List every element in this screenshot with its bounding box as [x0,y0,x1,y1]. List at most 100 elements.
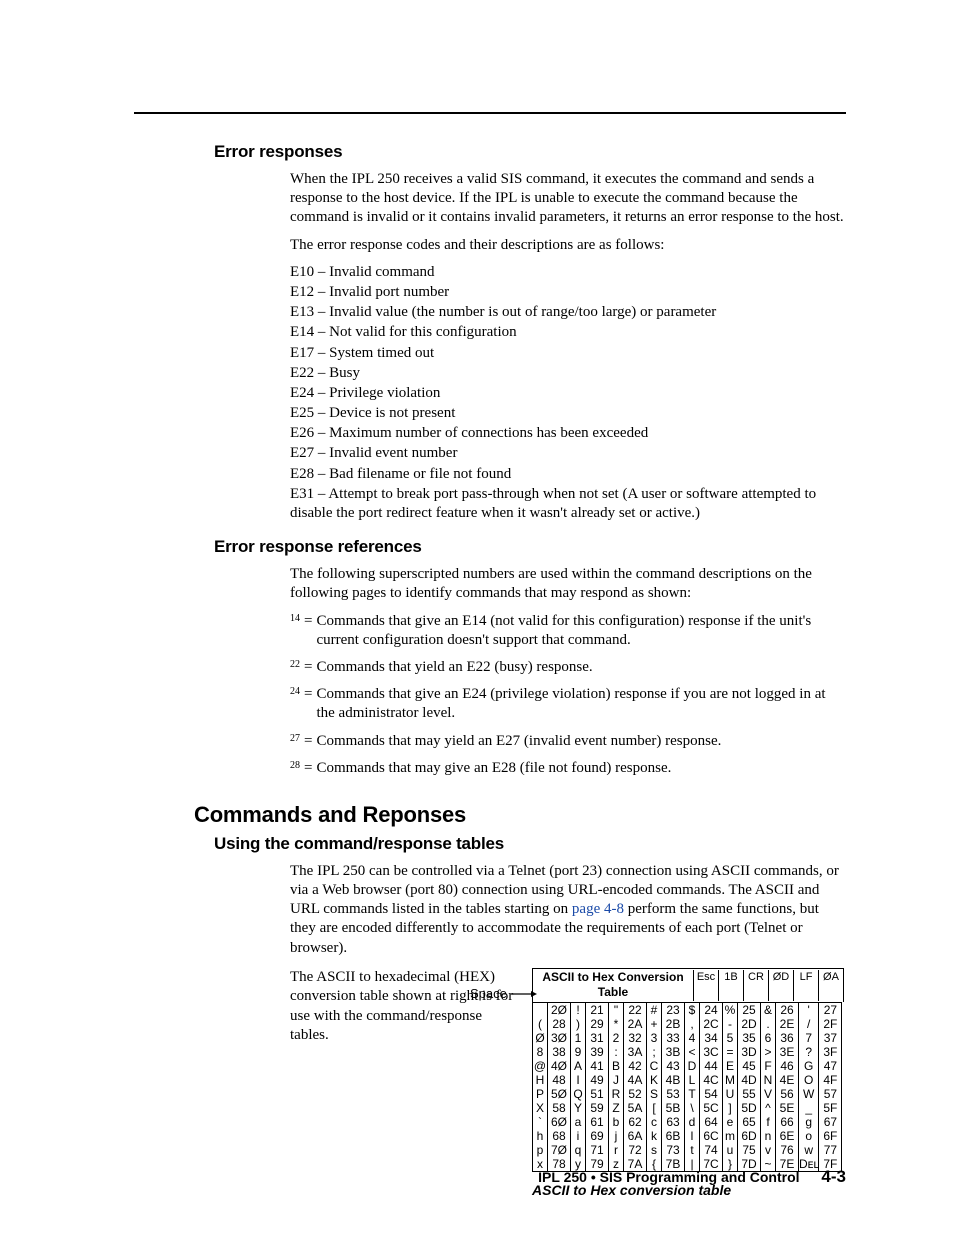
error-code-item: E10 – Invalid command [290,263,846,282]
hex-row: P5ØQ51R52S53T54U55V56W57 [533,1087,842,1101]
hex-cell-hx: 2D [738,1017,761,1031]
hex-cell-ch: d [685,1115,700,1129]
hex-cell-hx: 54 [700,1087,723,1101]
hex-cell-hx: 44 [700,1059,723,1073]
hex-cell-hx: 5B [662,1101,685,1115]
hex-cell-hx: 35 [738,1031,761,1045]
hex-cell-ch: > [761,1045,776,1059]
hex-cell-hx: 2B [662,1017,685,1031]
hex-cell-ch: \ [685,1101,700,1115]
error-code-item: E24 – Privilege violation [290,384,846,403]
hex-cell-ch: * [609,1017,624,1031]
hex-table-body: 2Ø!21"22#23$24%25&26'27(28)29*2A+2B,2C-2… [532,1002,842,1172]
hex-cell-hx: 21 [586,1002,609,1017]
hex-cell-ch: 1 [571,1031,586,1045]
error-code-item: E13 – Invalid value (the number is out o… [290,303,846,322]
hex-cell-ch: J [609,1073,624,1087]
hex-cell-ch: L [685,1073,700,1087]
hex-cell-hx: 68 [548,1129,571,1143]
hex-cell-hx: 3A [624,1045,647,1059]
hex-cell-ch: R [609,1087,624,1101]
hex-cell-hx: 25 [738,1002,761,1017]
error-intro: When the IPL 250 receives a valid SIS co… [290,170,846,228]
hex-cell-ch: X [533,1101,548,1115]
error-codes-lead: The error response codes and their descr… [290,236,846,255]
hex-cell-hx: 6E [776,1129,799,1143]
hex-cell-ch: 2 [609,1031,624,1045]
ref-text: Commands that yield an E22 (busy) respon… [316,658,846,677]
hex-cell-ch: 6 [761,1031,776,1045]
hex-cell-ch: 7 [799,1031,819,1045]
hex-row: H48I49J4AK4BL4CM4DN4EO4F [533,1073,842,1087]
hex-cell-ch: v [761,1143,776,1157]
error-code-item: E17 – System timed out [290,344,846,363]
hex-cell-hx: 3D [738,1045,761,1059]
hex-cell-hx: 5C [700,1101,723,1115]
heading-error-responses: Error responses [214,142,846,162]
conversion-section: The ASCII to hexadecimal (HEX) conversio… [290,968,846,1200]
hex-cell-hx: 6Ø [548,1115,571,1129]
hex-cell-ch: [ [647,1101,662,1115]
hex-cell-hx: 4A [624,1073,647,1087]
hex-cell-ch: 5 [723,1031,738,1045]
footer-page: 4-3 [821,1167,846,1186]
hex-cell-hx: 24 [700,1002,723,1017]
hex-cell-hx: 3C [700,1045,723,1059]
hex-cell-ch: " [609,1002,624,1017]
hex-cell-hx: 38 [548,1045,571,1059]
hex-cell-ch: U [723,1087,738,1101]
ref-sup: 27 [290,732,304,751]
ref-item: 24 = Commands that give an E24 (privileg… [290,685,846,723]
hex-cell-hx: 53 [662,1087,685,1101]
hex-cell-ch: 9 [571,1045,586,1059]
hex-cell-ch: ! [571,1002,586,1017]
hex-cell-hx: 3E [776,1045,799,1059]
hex-cell-hx: 7Ø [548,1143,571,1157]
hex-cell-hx: 31 [586,1031,609,1045]
hex-cell-hx: 5Ø [548,1087,571,1101]
space-label-text: Space [470,986,507,1003]
hex-row: Ø3Ø131232333434535636737 [533,1031,842,1045]
hex-cell-hx: 34 [700,1031,723,1045]
hex-cell-ch: H [533,1073,548,1087]
hex-cell-ch: 4 [685,1031,700,1045]
arrow-icon [511,990,537,998]
hex-cell-hx: 6C [700,1129,723,1143]
error-code-list: E10 – Invalid commandE12 – Invalid port … [290,263,846,523]
hex-cell-ch: ? [799,1045,819,1059]
hex-cell-ch: ( [533,1017,548,1031]
hex-cell-ch: ] [723,1101,738,1115]
hex-row: X58Y59Z5A[5B\5C]5D^5E_5F [533,1101,842,1115]
hex-cell-hx: 67 [819,1115,842,1129]
hex-cell-ch: t [685,1143,700,1157]
hex-cell-ch: a [571,1115,586,1129]
hex-cell-ch: ' [799,1002,819,1017]
conversion-table-wrap: Space ASCII to Hex Conversion TableEsc1B… [532,968,846,1200]
hex-cell-hx: 6F [819,1129,842,1143]
hex-cell-ch: c [647,1115,662,1129]
hex-cell-ch: I [571,1073,586,1087]
hex-cell-hx: 33 [662,1031,685,1045]
hex-cell-hx: 2Ø [548,1002,571,1017]
hex-cell-ch: @ [533,1059,548,1073]
hex-cell-ch: _ [799,1101,819,1115]
hex-cell-hx: 4Ø [548,1059,571,1073]
hex-cell-hx: 28 [548,1017,571,1031]
cmd-intro: The IPL 250 can be controlled via a Teln… [290,862,846,958]
hex-cell-hx: 77 [819,1143,842,1157]
hex-cell-ch: A [571,1059,586,1073]
hex-cell-ch: i [571,1129,586,1143]
ref-text: Commands that may yield an E27 (invalid … [316,732,846,751]
hex-cell-hx: 3Ø [548,1031,571,1045]
hex-cell-hx: 4F [819,1073,842,1087]
hex-cell-ch: Ø [533,1031,548,1045]
hex-cell-hx: 71 [586,1143,609,1157]
hex-cell-hx: 69 [586,1129,609,1143]
hex-header-ch: CR [744,970,769,1001]
hex-cell-ch: n [761,1129,776,1143]
hex-cell-ch: . [761,1017,776,1031]
hex-row: 838939:3A;3B<3C=3D>3E?3F [533,1045,842,1059]
hex-row: `6Øa61b62c63d64e65f66g67 [533,1115,842,1129]
hex-cell-hx: 49 [586,1073,609,1087]
page-link[interactable]: page 4-8 [572,901,624,917]
